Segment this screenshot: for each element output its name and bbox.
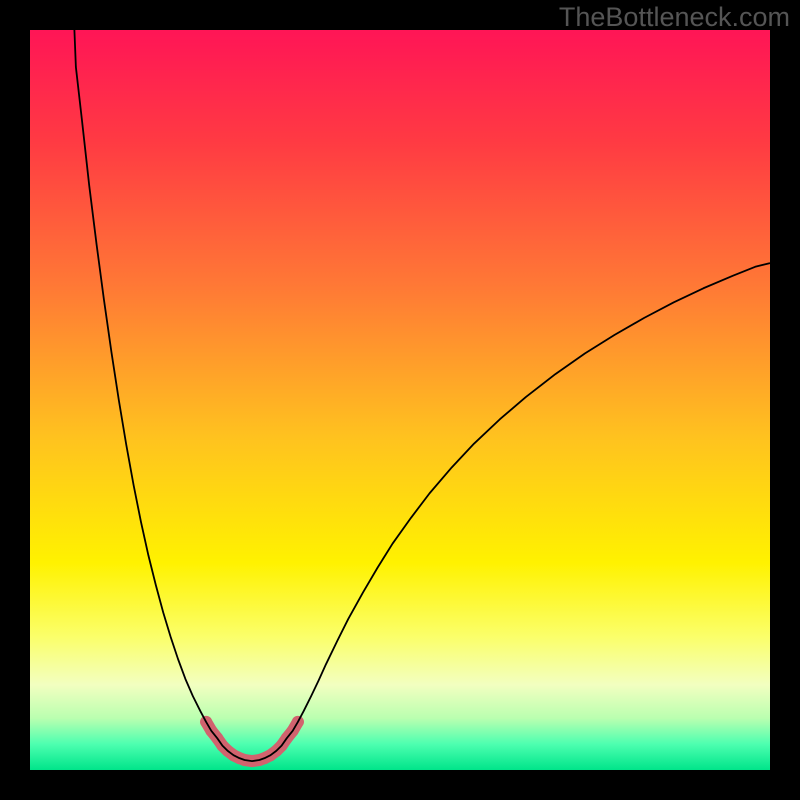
watermark-text: TheBottleneck.com [559,2,790,33]
chart-svg [30,30,770,770]
chart-plot-area [30,30,770,770]
chart-background [30,30,770,770]
